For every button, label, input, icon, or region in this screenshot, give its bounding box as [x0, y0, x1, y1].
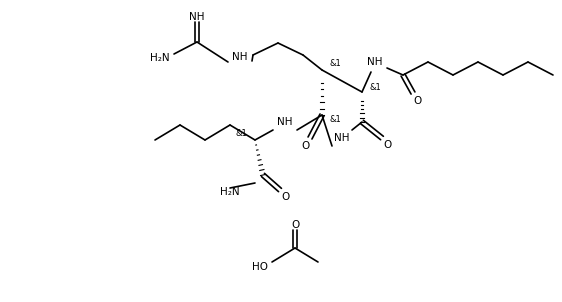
Text: NH: NH — [334, 133, 350, 143]
Text: NH: NH — [189, 12, 205, 22]
Text: NH: NH — [277, 117, 293, 127]
Text: O: O — [301, 141, 309, 151]
Text: HO: HO — [252, 262, 268, 272]
Text: NH: NH — [232, 52, 248, 62]
Text: O: O — [414, 96, 422, 106]
Text: H₂N: H₂N — [220, 187, 240, 197]
Text: H₂N: H₂N — [150, 53, 170, 63]
Text: &1: &1 — [329, 115, 341, 124]
Text: O: O — [291, 220, 299, 230]
Text: &1: &1 — [369, 82, 381, 92]
Text: NH: NH — [367, 57, 383, 67]
Text: O: O — [383, 140, 391, 150]
Text: &1: &1 — [329, 59, 341, 69]
Text: &1: &1 — [235, 130, 247, 139]
Text: O: O — [281, 192, 289, 202]
